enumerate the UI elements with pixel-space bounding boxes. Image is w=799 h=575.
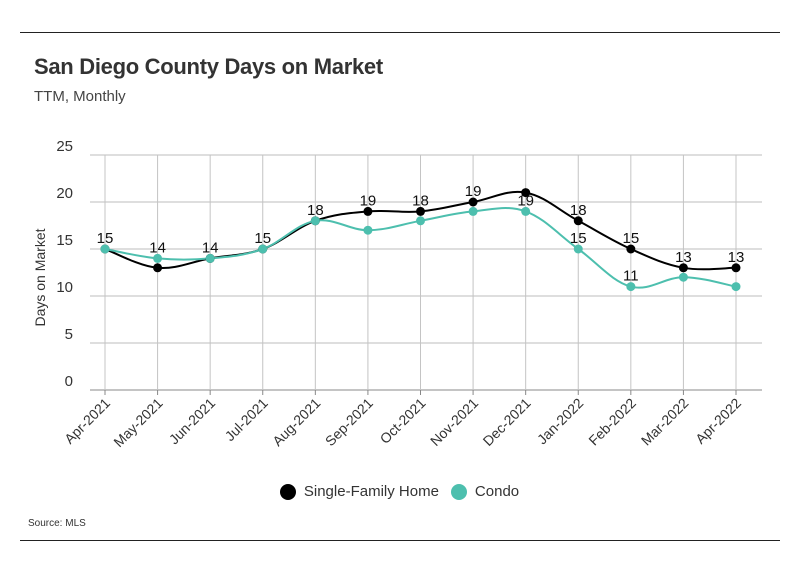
data-point-condo — [258, 244, 268, 254]
x-tick-label: Aug-2021 — [269, 395, 323, 449]
bottom-rule — [20, 540, 780, 541]
data-point-condo — [678, 272, 688, 282]
y-tick-label: 0 — [65, 373, 73, 390]
x-tick-label: Dec-2021 — [480, 395, 534, 449]
data-point-condo — [626, 282, 636, 292]
data-label: 18 — [412, 192, 429, 209]
x-tick-label: Oct-2021 — [377, 395, 429, 447]
data-label: 15 — [97, 230, 114, 247]
legend-swatch-single-family — [279, 483, 296, 500]
data-point-condo — [416, 216, 425, 226]
data-point-single-family — [521, 188, 531, 198]
data-label: 15 — [254, 230, 271, 247]
source-note: Source: MLS — [28, 518, 86, 529]
x-tick-label: Apr-2022 — [692, 395, 744, 447]
y-tick-label: 25 — [56, 138, 73, 155]
data-label: 14 — [202, 239, 219, 256]
x-tick-label: Jun-2021 — [166, 395, 219, 448]
legend-swatch-condo — [450, 483, 467, 500]
y-axis-label: Days on Market — [32, 228, 48, 326]
x-tick-label: May-2021 — [110, 395, 165, 450]
legend-item-single-family[interactable]: Single-Family Home — [279, 483, 439, 500]
top-rule — [20, 32, 780, 33]
data-point-single-family — [468, 197, 478, 207]
x-tick-label: Jul-2021 — [222, 395, 271, 444]
data-point-condo — [205, 253, 215, 263]
data-point-single-family — [678, 263, 688, 273]
data-point-single-family — [573, 216, 583, 226]
data-point-condo — [153, 253, 163, 263]
data-point-condo — [731, 282, 741, 292]
data-point-single-family — [626, 244, 636, 254]
data-label: 14 — [149, 239, 166, 256]
data-point-condo — [573, 244, 583, 254]
x-tick-label: Jan-2022 — [534, 395, 587, 448]
x-tick-label: Apr-2021 — [61, 395, 113, 447]
chart-title: San Diego County Days on Market — [34, 54, 383, 79]
data-label: 13 — [728, 249, 745, 266]
y-tick-label: 15 — [56, 232, 73, 249]
x-tick-label: Mar-2022 — [638, 395, 692, 449]
y-tick-label: 10 — [56, 279, 73, 296]
data-point-condo — [521, 206, 531, 216]
data-point-single-family — [416, 206, 425, 216]
data-label: 13 — [675, 249, 692, 266]
chart-subtitle: TTM, Monthly — [34, 88, 126, 105]
legend-label-single-family: Single-Family Home — [303, 483, 439, 500]
data-label: 15 — [570, 230, 587, 247]
data-point-single-family — [153, 263, 163, 273]
data-label: 18 — [570, 202, 587, 219]
data-point-condo — [100, 244, 110, 254]
x-tick-label: Sep-2021 — [322, 395, 376, 449]
data-point-single-family — [363, 206, 373, 216]
legend-item-condo[interactable]: Condo — [450, 483, 520, 500]
legend: Single-Family Home Condo — [0, 483, 799, 500]
data-label: 19 — [360, 192, 377, 209]
x-tick-label: Feb-2022 — [585, 395, 639, 449]
data-point-condo — [310, 216, 320, 226]
legend-label-condo: Condo — [474, 483, 520, 500]
data-point-single-family — [731, 263, 741, 273]
data-label: 15 — [622, 230, 639, 247]
data-label: 19 — [517, 192, 534, 209]
data-label: 19 — [465, 183, 482, 200]
x-tick-label: Nov-2021 — [427, 395, 481, 449]
y-tick-label: 20 — [56, 185, 73, 202]
data-point-condo — [363, 225, 373, 235]
data-label: 18 — [307, 202, 324, 219]
data-point-condo — [468, 206, 478, 216]
y-tick-label: 5 — [65, 326, 73, 343]
data-label: 11 — [623, 268, 639, 285]
